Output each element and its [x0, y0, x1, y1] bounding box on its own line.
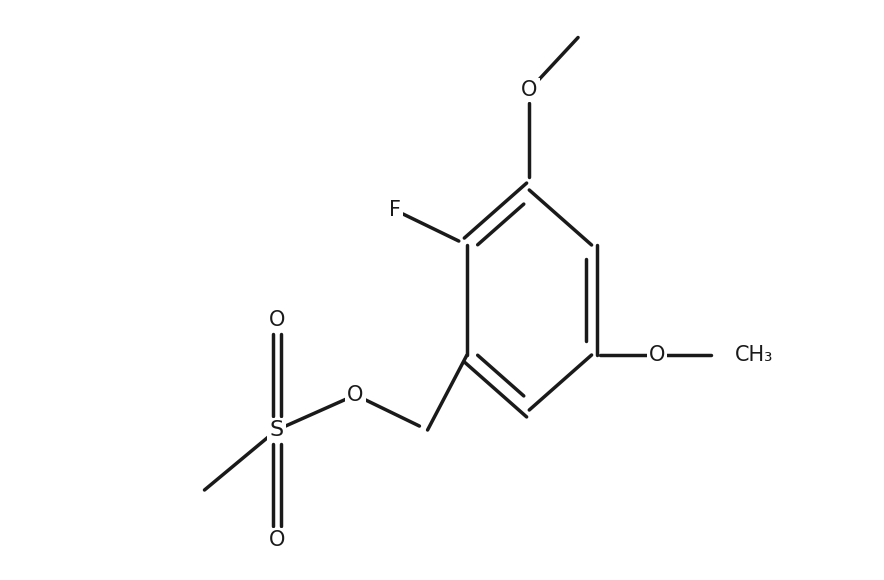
Text: S: S	[270, 420, 284, 440]
Text: CH₃: CH₃	[735, 345, 773, 365]
Text: O: O	[649, 345, 666, 365]
Text: O: O	[269, 530, 285, 550]
Text: O: O	[521, 80, 537, 100]
Text: O: O	[269, 310, 285, 330]
Text: F: F	[389, 200, 400, 220]
Text: O: O	[347, 385, 363, 405]
